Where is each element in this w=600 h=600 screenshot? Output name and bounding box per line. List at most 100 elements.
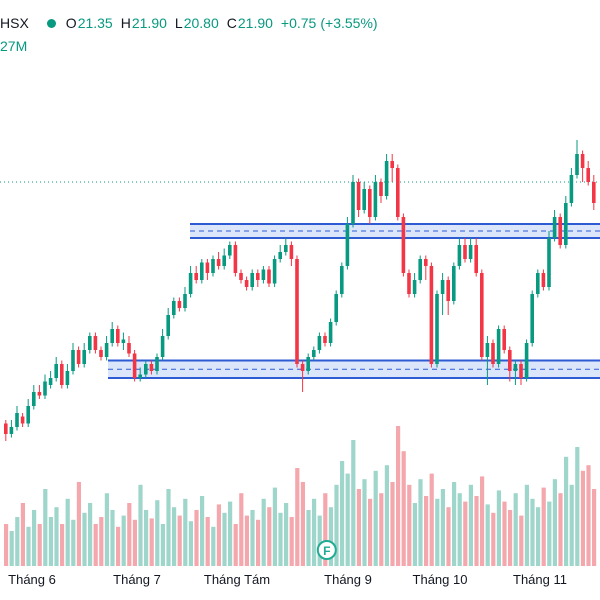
event-marker-f-icon[interactable]: F xyxy=(316,540,337,560)
candle-body xyxy=(384,161,389,196)
volume-bar xyxy=(284,503,289,566)
candle-body xyxy=(228,245,232,256)
candle-body xyxy=(71,350,75,371)
volume-bar xyxy=(15,517,20,566)
candle-body xyxy=(401,217,406,273)
candle-body xyxy=(586,168,590,182)
candle-body xyxy=(300,364,305,371)
candle-body xyxy=(513,364,518,371)
candle-body xyxy=(530,294,534,343)
low-value: 20.80 xyxy=(183,15,219,31)
candle-body xyxy=(295,259,299,364)
volume-bar xyxy=(575,447,580,566)
candle-body xyxy=(508,350,512,371)
candle-body xyxy=(474,245,478,273)
volume-bar xyxy=(194,510,199,566)
volume-bar xyxy=(496,490,501,566)
candle-body xyxy=(26,406,30,424)
candle-body xyxy=(149,364,154,371)
volume-bar xyxy=(54,507,59,566)
volume-bar xyxy=(384,465,389,566)
volume-bar xyxy=(552,479,557,566)
x-tick-label: Tháng 6 xyxy=(8,572,56,587)
candle-body xyxy=(564,203,568,245)
candle-body xyxy=(278,252,282,259)
volume-bar xyxy=(76,482,81,566)
volume-bar xyxy=(37,524,42,566)
market-status-dot-icon xyxy=(46,18,56,28)
volume-bar xyxy=(317,515,322,566)
candle-body xyxy=(580,154,585,168)
volume-bar xyxy=(132,519,137,566)
candle-body xyxy=(368,189,372,217)
change-percent: (+3.55%) xyxy=(320,15,378,31)
volume-bar xyxy=(48,517,53,566)
volume-bar xyxy=(508,510,513,566)
volume-bar xyxy=(250,510,255,566)
volume-bar xyxy=(20,503,25,566)
candle-body xyxy=(205,262,210,273)
volume-bar xyxy=(429,473,434,566)
volume-bar xyxy=(351,440,356,566)
candle-body xyxy=(76,350,81,364)
close-value: 21.90 xyxy=(237,15,273,31)
x-tick-label: Tháng 11 xyxy=(513,572,567,587)
volume-bar xyxy=(401,451,406,566)
candle-body xyxy=(575,154,579,175)
volume-bar xyxy=(446,507,451,566)
volume-bar xyxy=(407,484,412,566)
candle-body xyxy=(244,280,249,287)
volume-bar xyxy=(536,507,541,566)
volume-bar xyxy=(306,510,311,566)
volume-bar xyxy=(345,473,350,566)
candle-body xyxy=(144,364,148,375)
volume-bar xyxy=(222,512,227,566)
volume-bar xyxy=(491,512,496,566)
volume-bar xyxy=(300,482,305,566)
volume-bar xyxy=(334,484,339,566)
volume-label: 27M xyxy=(0,38,28,54)
candle-body xyxy=(351,182,355,224)
x-tick-label: Tháng Tám xyxy=(203,572,271,587)
volume-bar xyxy=(289,517,294,566)
candle-body xyxy=(121,339,126,343)
volume-bar xyxy=(295,468,300,566)
volume-bar xyxy=(244,515,249,566)
volume-bar xyxy=(368,498,373,566)
volume-bar xyxy=(312,498,317,566)
volume-bar xyxy=(412,503,417,566)
candle-body xyxy=(116,329,120,343)
volume-bar xyxy=(188,521,193,566)
candle-body xyxy=(93,336,98,350)
volume-bar xyxy=(457,493,462,566)
candle-body xyxy=(37,392,42,396)
candle-body xyxy=(541,273,546,287)
candle-body xyxy=(222,255,226,266)
volume-bar xyxy=(205,517,210,566)
candle-body xyxy=(211,259,215,273)
candle-body xyxy=(356,182,361,210)
candle-body xyxy=(267,269,271,284)
volume-bar xyxy=(155,500,160,566)
close-label: C xyxy=(226,15,237,31)
volume-bar xyxy=(418,479,423,566)
candle-body xyxy=(407,273,411,294)
candle-body xyxy=(43,381,47,396)
volume-bar xyxy=(149,518,154,566)
volume-bar xyxy=(88,503,93,566)
volume-bar xyxy=(144,510,149,566)
candle-body xyxy=(558,217,562,245)
candle-body xyxy=(216,259,221,266)
candle-body xyxy=(480,273,484,357)
candle-body xyxy=(340,266,344,294)
candle-body xyxy=(65,371,70,385)
volume-bar xyxy=(138,484,143,566)
volume-bar xyxy=(228,501,233,566)
volume-bar xyxy=(183,498,188,566)
volume-bar xyxy=(261,498,266,566)
candle-body xyxy=(552,217,557,238)
volume-bar xyxy=(474,496,479,566)
volume-bar xyxy=(323,493,328,566)
